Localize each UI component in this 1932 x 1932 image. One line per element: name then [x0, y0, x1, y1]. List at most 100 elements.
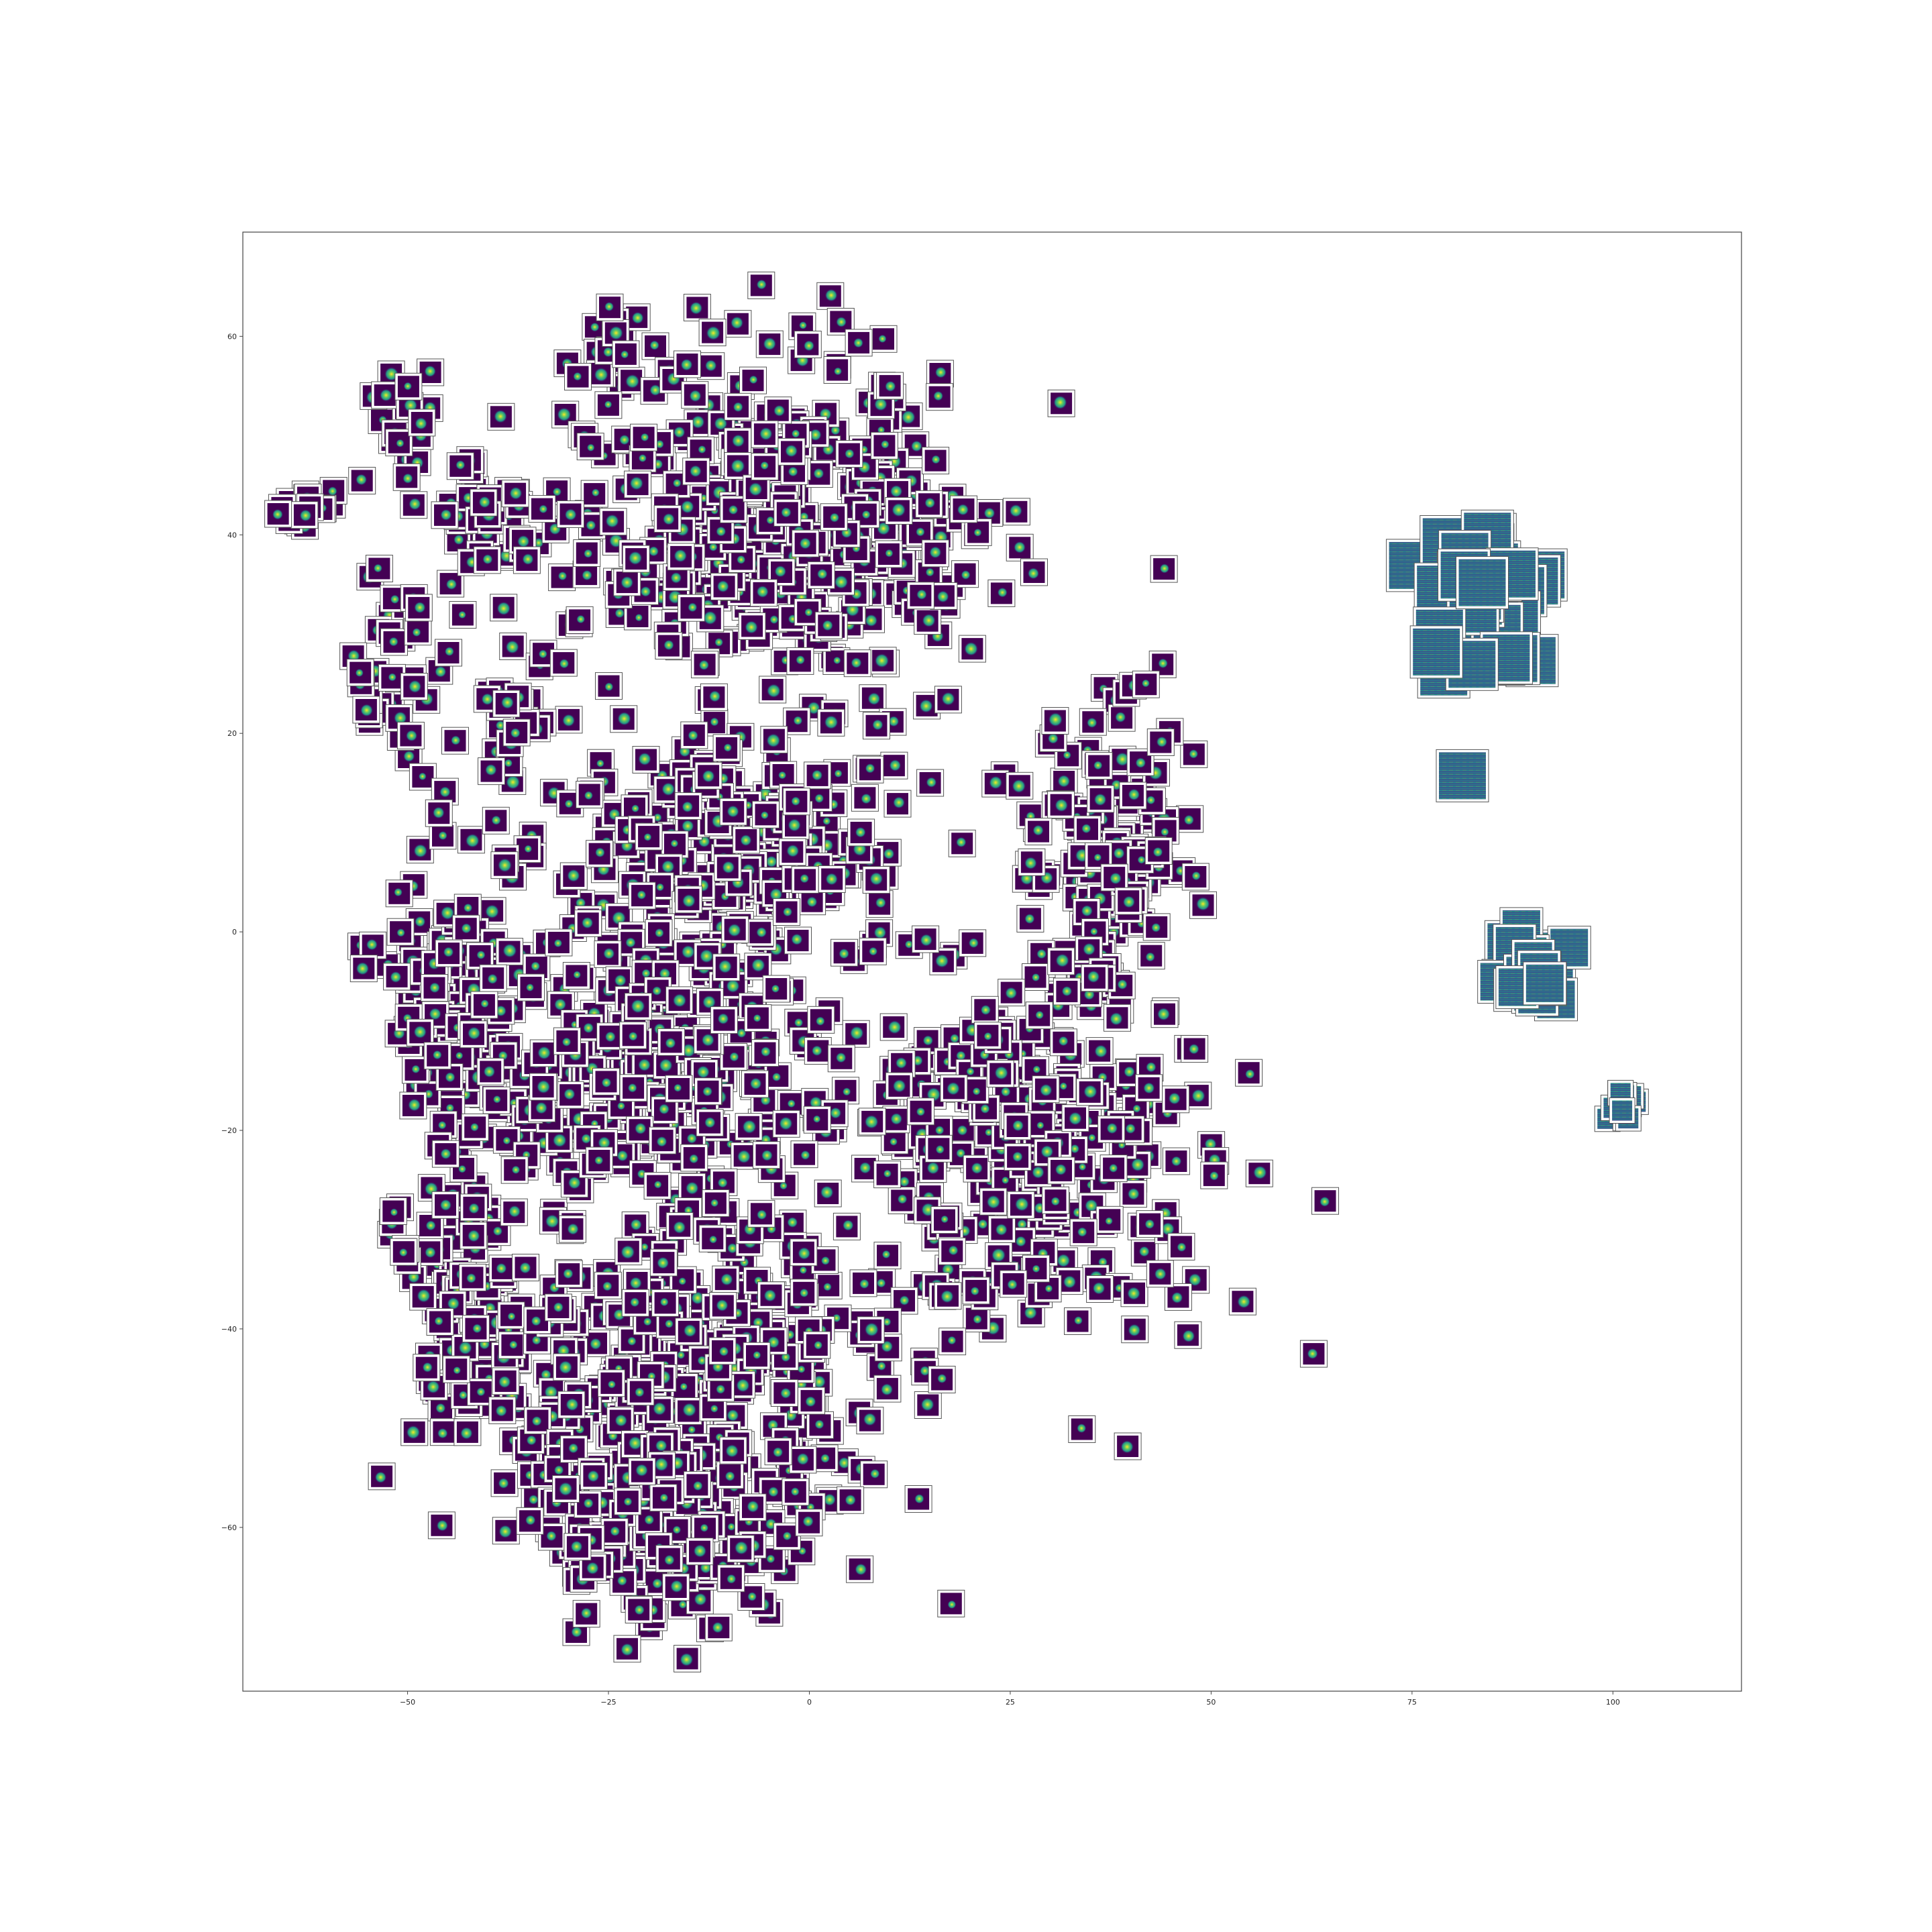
thumbnail-marker [981, 769, 1010, 798]
thumbnail-marker [804, 761, 832, 790]
thumbnail-marker [790, 1140, 818, 1169]
thumbnail-marker [857, 1316, 885, 1344]
thumbnail-marker [912, 925, 940, 953]
thumbnail-marker [833, 1212, 861, 1240]
thumbnail-marker [635, 822, 663, 851]
y-tick-label: −60 [221, 1523, 237, 1532]
thumbnail-marker [657, 1028, 686, 1056]
thumbnail-marker [862, 866, 890, 894]
thumbnail-marker [674, 350, 701, 378]
thumbnail-marker [998, 979, 1026, 1007]
noisy-thumbnail-marker [1523, 961, 1567, 1006]
thumbnail-marker [512, 1254, 539, 1281]
thumbnail-marker [803, 1106, 831, 1134]
thumbnail-marker [1100, 863, 1128, 892]
thumbnail-marker [435, 939, 463, 967]
thumbnail-marker [665, 1075, 693, 1103]
thumbnail-marker [562, 962, 590, 989]
thumbnail-marker [934, 686, 962, 714]
thumbnail-marker [492, 1367, 520, 1395]
thumbnail-marker [429, 1418, 458, 1446]
thumbnail-marker [806, 1411, 834, 1439]
thumbnail-marker [1135, 1074, 1163, 1102]
thumbnail-marker [348, 467, 376, 494]
noisy-thumbnail-marker [1609, 1097, 1635, 1124]
thumbnail-marker [665, 1212, 694, 1240]
thumbnail-marker [490, 851, 519, 879]
thumbnail-marker [1146, 1260, 1174, 1288]
thumbnail-marker [1006, 533, 1034, 561]
thumbnail-marker [712, 953, 741, 981]
y-tick-label: 60 [227, 332, 237, 341]
thumbnail-marker [937, 1589, 965, 1617]
thumbnail-marker [529, 1073, 557, 1101]
thumbnail-marker [904, 1485, 932, 1513]
x-tick-label: 75 [1407, 1698, 1417, 1707]
thumbnail-marker [778, 838, 806, 866]
thumbnail-marker [814, 1179, 842, 1208]
thumbnail-marker [599, 508, 627, 536]
thumbnail-marker [859, 937, 887, 965]
thumbnail-marker [986, 1060, 1014, 1088]
thumbnail-marker [597, 1369, 625, 1397]
thumbnail-marker [856, 1407, 884, 1435]
thumbnail-marker [488, 1396, 517, 1424]
thumbnail-marker [835, 440, 863, 468]
thumbnail-marker [487, 402, 515, 431]
thumbnail-marker [735, 1113, 763, 1141]
thumbnail-marker [1053, 977, 1081, 1006]
thumbnail-marker [365, 555, 393, 582]
thumbnail-marker [600, 1518, 629, 1546]
thumbnail-marker [721, 916, 749, 944]
thumbnail-marker [928, 1366, 956, 1393]
thumbnail-marker [1119, 1180, 1147, 1208]
thumbnail-marker [1311, 1187, 1339, 1215]
thumbnail-marker [869, 325, 898, 353]
thumbnail-marker [400, 1418, 429, 1446]
thumbnail-marker [1142, 913, 1171, 941]
thumbnail-marker [863, 712, 890, 740]
thumbnail-marker [926, 383, 954, 411]
thumbnail-marker [885, 1072, 913, 1100]
thumbnail-marker [770, 1379, 798, 1407]
thumbnail-marker [606, 1407, 635, 1434]
thumbnail-marker [1162, 1147, 1190, 1175]
thumbnail-marker [580, 480, 608, 508]
thumbnail-marker [596, 293, 624, 321]
thumbnail-marker [1032, 1075, 1060, 1104]
thumbnail-marker [696, 1109, 724, 1137]
thumbnail-marker [1174, 1321, 1202, 1349]
thumbnail-marker [971, 996, 999, 1024]
thumbnail-marker [1176, 805, 1204, 833]
thumbnail-marker [760, 726, 788, 754]
thumbnail-marker [979, 1187, 1008, 1216]
thumbnail-marker [1004, 1143, 1032, 1171]
thumbnail-marker [1076, 1078, 1104, 1106]
thumbnail-marker [680, 721, 708, 749]
thumbnail-marker [1049, 1028, 1077, 1057]
thumbnail-marker [624, 470, 652, 498]
thumbnail-marker [700, 683, 728, 711]
thumbnail-marker [617, 366, 645, 394]
thumbnail-marker [681, 381, 709, 409]
thumbnail-marker [795, 1509, 823, 1537]
thumbnail-marker [934, 1282, 962, 1310]
thumbnail-marker [719, 1436, 747, 1464]
thumbnail-marker [710, 572, 739, 600]
thumbnail-marker [425, 799, 453, 827]
thumbnail-marker [741, 1070, 769, 1098]
thumbnail-marker [755, 330, 784, 358]
thumbnail-marker [847, 818, 875, 847]
thumbnail-marker [782, 1478, 810, 1506]
thumbnail-marker [1086, 1275, 1114, 1303]
thumbnail-marker [431, 1191, 460, 1219]
thumbnail-marker [392, 463, 421, 491]
y-tick-label: 0 [232, 928, 237, 936]
thumbnail-marker [1108, 704, 1136, 732]
thumbnail-marker [674, 792, 702, 820]
plot-area [264, 271, 1649, 1672]
thumbnail-marker [691, 651, 719, 679]
thumbnail-marker [548, 564, 576, 592]
thumbnail-marker [869, 647, 897, 675]
